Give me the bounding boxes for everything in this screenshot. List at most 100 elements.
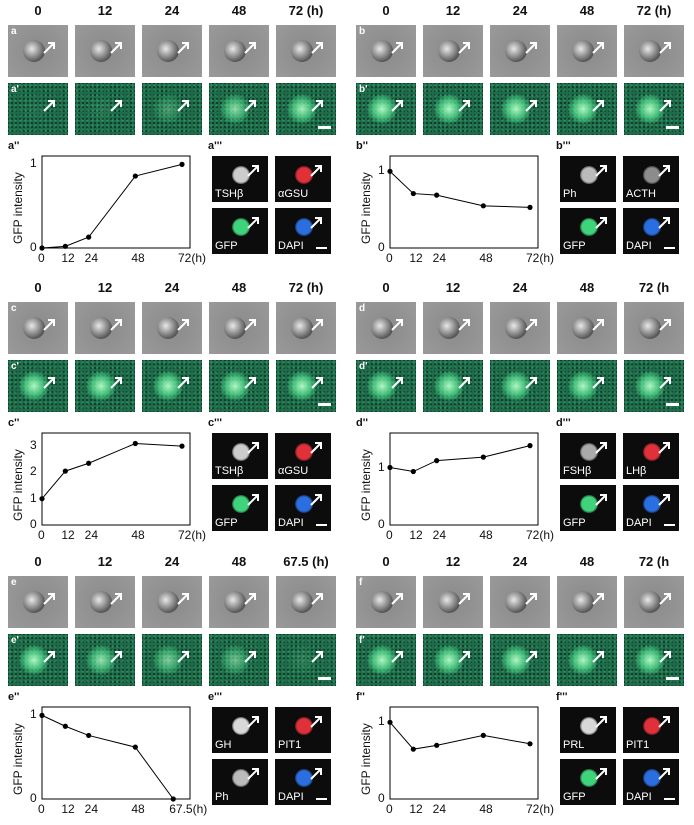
x-tick-label: 48 bbox=[131, 802, 145, 816]
arrow-icon bbox=[311, 100, 323, 112]
arrow-icon bbox=[110, 319, 122, 331]
cell-image bbox=[635, 371, 665, 401]
cell-image bbox=[19, 371, 49, 401]
arrow-icon bbox=[659, 319, 671, 331]
arrow-icon bbox=[658, 442, 670, 454]
cell-image bbox=[287, 94, 317, 124]
cell-image bbox=[371, 591, 393, 613]
gfp-tile bbox=[75, 634, 135, 686]
data-point bbox=[39, 496, 45, 502]
cell-image bbox=[580, 218, 598, 236]
brightfield-tile bbox=[423, 576, 483, 628]
y-tick-label: 3 bbox=[30, 438, 37, 453]
cell-image bbox=[220, 94, 250, 124]
brightfield-tile: c bbox=[8, 302, 68, 354]
panel-label: a bbox=[11, 26, 17, 37]
data-point bbox=[132, 744, 138, 750]
cell-image bbox=[438, 591, 460, 613]
arrow-icon bbox=[391, 593, 403, 605]
time-header: 12 bbox=[97, 554, 113, 569]
stain-label: PIT1 bbox=[626, 739, 650, 751]
cell-image bbox=[367, 645, 397, 675]
arrow-icon bbox=[177, 42, 189, 54]
brightfield-tile bbox=[557, 302, 617, 354]
x-tick-label: 67.5(h) bbox=[169, 802, 208, 816]
gfp-tile: e' bbox=[8, 634, 68, 686]
cell-image bbox=[580, 166, 598, 184]
time-header: 72 (h bbox=[638, 554, 670, 569]
stain-label: PIT1 bbox=[278, 739, 302, 751]
cell-image bbox=[371, 317, 393, 339]
plot-frame bbox=[389, 155, 539, 249]
cell-image bbox=[153, 645, 183, 675]
cell-image bbox=[501, 94, 531, 124]
cell-image bbox=[157, 591, 179, 613]
arrow-icon bbox=[310, 716, 322, 728]
micrograph: GFP bbox=[560, 208, 616, 254]
cell-image bbox=[287, 645, 317, 675]
arrow-icon bbox=[110, 100, 122, 112]
brightfield-tile bbox=[75, 25, 135, 77]
arrow-icon bbox=[177, 100, 189, 112]
arrow-icon bbox=[43, 377, 55, 389]
stain-label: PRL bbox=[563, 739, 585, 751]
plot-frame bbox=[41, 155, 191, 249]
data-point bbox=[410, 746, 416, 752]
data-point bbox=[527, 443, 533, 449]
arrow-icon bbox=[592, 100, 604, 112]
line-chart bbox=[39, 432, 191, 526]
micrograph: DAPI bbox=[623, 485, 679, 531]
data-point bbox=[480, 454, 486, 460]
stain-label: DAPI bbox=[626, 791, 652, 803]
plot-label: e'' bbox=[8, 691, 20, 703]
x-tick-label: 24 bbox=[84, 251, 99, 265]
stain-label: LHβ bbox=[626, 465, 647, 477]
cell-image bbox=[232, 166, 250, 184]
brightfield-tile: e bbox=[8, 576, 68, 628]
time-header: 67.5 (h) bbox=[283, 554, 329, 569]
y-tick-label: 1 bbox=[378, 714, 385, 729]
time-header: 12 bbox=[445, 554, 461, 569]
gfp-tile bbox=[490, 83, 550, 135]
gfp-tile bbox=[423, 360, 483, 412]
cell-image bbox=[639, 40, 661, 62]
arrow-icon bbox=[659, 651, 671, 663]
stain-label: DAPI bbox=[626, 517, 652, 529]
arrow-icon bbox=[658, 165, 670, 177]
y-tick-label: 1 bbox=[378, 459, 385, 474]
series-line bbox=[389, 445, 531, 473]
cell-image bbox=[86, 371, 116, 401]
time-header: 0 bbox=[382, 280, 390, 295]
x-tick-label: 24 bbox=[432, 802, 447, 816]
cell-image bbox=[232, 495, 250, 513]
x-tick-label: 12 bbox=[61, 528, 75, 542]
cell-image bbox=[291, 317, 313, 339]
micrograph: TSHβ bbox=[212, 156, 268, 202]
data-point bbox=[434, 192, 440, 198]
arrow-icon bbox=[391, 377, 403, 389]
cell-image bbox=[635, 94, 665, 124]
data-point bbox=[86, 234, 92, 240]
plot-label: c'' bbox=[8, 417, 20, 429]
arrow-icon bbox=[458, 377, 470, 389]
brightfield-tile bbox=[557, 25, 617, 77]
time-header: 72 (h bbox=[638, 280, 670, 295]
cell-image bbox=[501, 371, 531, 401]
arrow-icon bbox=[458, 319, 470, 331]
arrow-icon bbox=[592, 42, 604, 54]
arrow-icon bbox=[458, 651, 470, 663]
cell-image bbox=[580, 443, 598, 461]
micrograph: Ph bbox=[560, 156, 616, 202]
time-header: 12 bbox=[445, 280, 461, 295]
data-point bbox=[410, 468, 416, 475]
data-point bbox=[179, 161, 185, 167]
y-tick-label: 1 bbox=[30, 490, 37, 505]
arrow-icon bbox=[177, 319, 189, 331]
arrow-icon bbox=[43, 100, 55, 112]
arrow-icon bbox=[595, 165, 607, 177]
x-tick-label: 12 bbox=[409, 802, 423, 816]
y-axis-label: GFP intensity bbox=[359, 172, 373, 244]
x-tick-label: 72(h) bbox=[526, 528, 555, 542]
time-header: 48 bbox=[231, 280, 247, 295]
